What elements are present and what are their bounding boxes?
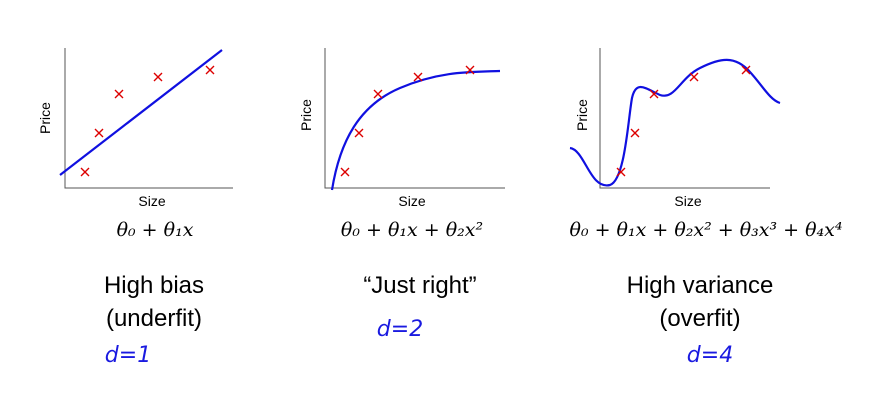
formula: θ₀ + θ₁x + θ₂x² + θ₃x³ + θ₄x⁴ [570, 219, 843, 241]
y-label: Price [298, 99, 314, 131]
panel-underfit: Price Size θ₀ + θ₁x High bias (underfit)… [37, 48, 233, 368]
panel-just-right: Price Size θ₀ + θ₁x + θ₂x² “Just right” … [298, 48, 505, 342]
formula: θ₀ + θ₁x [117, 219, 194, 241]
axes [64, 48, 233, 189]
title: “Just right” [363, 272, 476, 299]
axes [599, 48, 770, 189]
title: High variance [627, 272, 774, 299]
data-points [616, 65, 751, 177]
data-points [340, 65, 475, 177]
y-label: Price [574, 99, 590, 131]
title: High bias [104, 272, 204, 299]
formula: θ₀ + θ₁x + θ₂x² [341, 219, 483, 241]
x-label: Size [398, 193, 425, 209]
y-label: Price [37, 102, 53, 134]
fit-line [59, 49, 223, 176]
title: (overfit) [659, 305, 740, 332]
handwritten-note: d=4 [687, 343, 733, 368]
title: (underfit) [106, 305, 202, 332]
handwritten-note: d=2 [377, 317, 423, 342]
fit-curve [569, 58, 781, 187]
handwritten-note: d=1 [105, 343, 151, 368]
x-label: Size [674, 193, 701, 209]
axes [324, 48, 505, 189]
panel-overfit: Price Size θ₀ + θ₁x + θ₂x² + θ₃x³ + θ₄x⁴… [570, 48, 843, 368]
fit-curve [330, 69, 501, 191]
x-label: Size [138, 193, 165, 209]
data-points [80, 65, 215, 177]
